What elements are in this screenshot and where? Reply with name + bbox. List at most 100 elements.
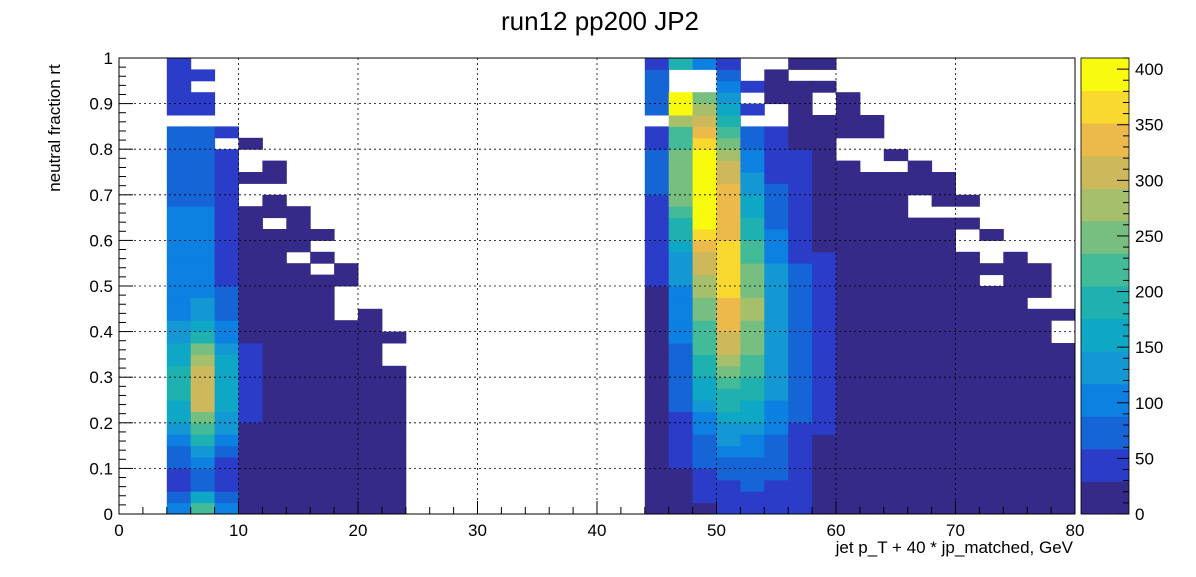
- heatmap-cell: [764, 297, 789, 310]
- heatmap-cell: [166, 320, 192, 333]
- heatmap-cell: [358, 411, 383, 424]
- heatmap-cell: [979, 354, 1004, 367]
- y-tick-label: 0.6: [89, 231, 113, 250]
- heatmap-cell: [166, 194, 192, 207]
- heatmap-cell: [716, 502, 741, 515]
- heatmap-cell: [812, 388, 837, 401]
- heatmap-cell: [238, 137, 263, 150]
- heatmap-cell: [286, 491, 311, 504]
- heatmap-cell: [812, 126, 837, 139]
- y-tick-label: 1: [104, 49, 113, 68]
- heatmap-cell: [1003, 502, 1028, 515]
- heatmap-cell: [716, 308, 741, 321]
- heatmap-cell: [1003, 468, 1028, 481]
- heatmap-cell: [262, 308, 287, 321]
- heatmap-cell: [907, 388, 933, 401]
- heatmap-cell: [190, 126, 216, 139]
- heatmap-cell: [262, 286, 287, 298]
- heatmap-cell: [836, 217, 861, 230]
- heatmap-cell: [166, 297, 192, 310]
- heatmap-cell: [286, 411, 311, 424]
- heatmap-cell: [740, 229, 765, 241]
- heatmap-cell: [358, 422, 383, 435]
- heatmap-cell: [859, 251, 885, 264]
- heatmap-cell: [286, 308, 311, 321]
- heatmap-cell: [931, 286, 956, 298]
- heatmap-cell: [190, 103, 216, 116]
- heatmap-cell: [692, 92, 717, 105]
- heatmap-cell: [286, 240, 311, 253]
- heatmap-cell: [764, 320, 789, 333]
- heatmap-cell: [788, 365, 813, 378]
- heatmap-cell: [214, 308, 239, 321]
- heatmap-cell: [788, 80, 813, 93]
- heatmap-cell: [883, 468, 909, 481]
- heatmap-cell: [238, 445, 263, 458]
- heatmap-cell: [931, 388, 956, 401]
- heatmap-cell: [859, 297, 885, 310]
- heatmap-cell: [334, 411, 359, 424]
- heatmap-cell: [166, 92, 192, 105]
- heatmap-cell: [764, 400, 789, 412]
- heatmap-cell: [859, 468, 885, 481]
- heatmap-cell: [859, 320, 885, 333]
- heatmap-cell: [740, 320, 765, 333]
- heatmap-cell: [812, 491, 837, 504]
- heatmap-cell: [859, 422, 885, 435]
- heatmap-cell: [310, 331, 335, 344]
- heatmap-cell: [1027, 468, 1052, 481]
- heatmap-cell: [740, 183, 765, 196]
- heatmap-cell: [740, 263, 765, 276]
- heatmap-cell: [859, 388, 885, 401]
- heatmap-cell: [692, 217, 717, 230]
- heatmap-cell: [740, 468, 765, 481]
- heatmap-cell: [262, 445, 287, 458]
- heatmap-cell: [883, 502, 909, 515]
- heatmap-cell: [692, 172, 717, 184]
- heatmap-cell: [1027, 320, 1052, 333]
- heatmap-cell: [214, 274, 239, 287]
- heatmap-cell: [740, 240, 765, 253]
- y-axis: 0 0.1 0.2 0.3 0.4 0.5 0.6 0.7 0.8 0.9 1: [89, 49, 133, 524]
- heatmap-cell: [310, 274, 335, 287]
- heatmap-cell: [907, 308, 933, 321]
- heatmap-cell: [214, 434, 239, 447]
- heatmap-cell: [334, 422, 359, 435]
- heatmap-cell: [883, 308, 909, 321]
- heatmap-cell: [262, 434, 287, 447]
- heatmap-cell: [238, 172, 263, 184]
- heatmap-cell: [190, 206, 216, 219]
- heatmap-cell: [1051, 457, 1076, 469]
- heatmap-cell: [859, 172, 885, 184]
- heatmap-cell: [381, 445, 407, 458]
- heatmap-cell: [334, 365, 359, 378]
- heatmap-cell: [812, 400, 837, 412]
- y-tick-label: 0.2: [89, 414, 113, 433]
- heatmap-cell: [883, 172, 909, 184]
- heatmap-cell: [764, 206, 789, 219]
- heatmap-cell: [883, 388, 909, 401]
- heatmap-cell: [764, 491, 789, 504]
- heatmap-cell: [310, 434, 335, 447]
- heatmap-cell: [788, 502, 813, 515]
- heatmap-cell: [907, 331, 933, 344]
- heatmap-cell: [955, 422, 980, 435]
- heatmap-cell: [979, 343, 1004, 355]
- heatmap-cell: [286, 229, 311, 241]
- heatmap-cell: [764, 354, 789, 367]
- heatmap-cell: [692, 229, 717, 241]
- heatmap-cell: [644, 445, 670, 458]
- heatmap-cell: [166, 149, 192, 162]
- heatmap-cell: [788, 92, 813, 105]
- heatmap-cell: [334, 331, 359, 344]
- heatmap-cell: [166, 502, 192, 515]
- heatmap-cell: [955, 468, 980, 481]
- heatmap-cell: [334, 377, 359, 390]
- heatmap-cell: [358, 468, 383, 481]
- heatmap-cell: [836, 354, 861, 367]
- heatmap-cell: [764, 434, 789, 447]
- heatmap-cell: [931, 354, 956, 367]
- heatmap-cell: [668, 297, 694, 310]
- heatmap-cell: [716, 320, 741, 333]
